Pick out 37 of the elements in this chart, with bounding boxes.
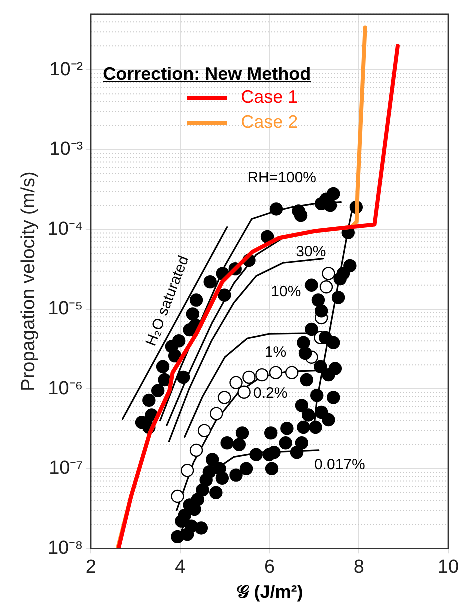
point [218, 391, 232, 404]
y-tick-label: 10⁻⁵ [48, 298, 84, 320]
point [171, 490, 184, 504]
annotation: 30% [296, 243, 326, 260]
legend-title: Correction: New Method [103, 64, 312, 86]
point [190, 444, 204, 458]
y-tick-label: 10⁻⁷ [49, 458, 84, 480]
point [230, 376, 243, 390]
x-tick-label: 4 [175, 557, 186, 578]
point [210, 407, 224, 420]
point [180, 464, 194, 478]
legend-label: Case 1 [241, 87, 298, 108]
y-tick-label: 10⁻⁴ [48, 218, 84, 240]
point [256, 368, 269, 382]
x-tick-label: 10 [438, 557, 460, 578]
point [286, 366, 299, 380]
annotation: RH=100% [248, 170, 316, 187]
x-axis-title: 𝒢 (J/m²) [236, 582, 304, 602]
y-axis-title: Propagation velocity (m/s) [18, 172, 40, 392]
y-tick-label: 10⁻⁶ [48, 378, 84, 400]
x-tick-label: 6 [264, 557, 276, 578]
point [269, 366, 283, 380]
point [322, 267, 336, 280]
y-tick-label: 10⁻³ [50, 139, 84, 160]
point [320, 280, 334, 294]
legend-label: Case 2 [241, 112, 298, 134]
annotation: 0.2% [254, 384, 288, 402]
annotation: 1% [264, 344, 287, 362]
annotation: 10% [271, 283, 302, 300]
point [242, 370, 256, 384]
x-tick-label: 2 [86, 557, 96, 578]
y-tick-label: 10⁻² [50, 59, 84, 80]
point [198, 424, 212, 438]
x-tick-label: 8 [354, 557, 364, 578]
y-tick-label: 10⁻⁸ [48, 538, 84, 559]
point [238, 386, 251, 399]
annotation: 0.017% [314, 456, 366, 474]
